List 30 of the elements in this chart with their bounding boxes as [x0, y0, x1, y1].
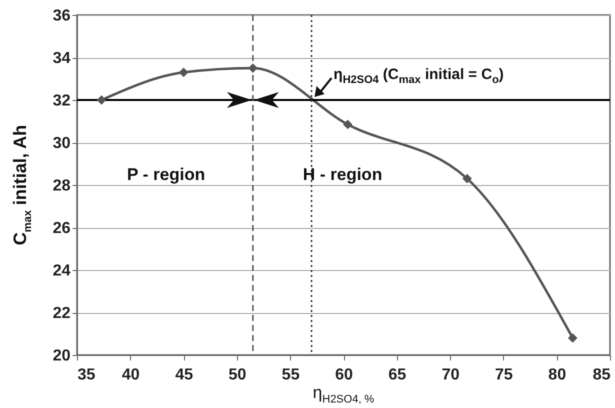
annotation: P - region: [127, 165, 206, 185]
point: [568, 333, 578, 343]
annotation: H - region: [302, 165, 382, 185]
x-tick-label: 45: [175, 366, 194, 384]
y-tick-label: 34: [52, 50, 71, 67]
x-tick-label: 65: [388, 366, 406, 384]
x-tick-label: 85: [592, 366, 611, 384]
x-tick-label: 35: [78, 366, 96, 384]
y-tick-label: 36: [52, 8, 71, 24]
x-tick-label: 50: [228, 366, 246, 384]
annotation: η$_{H2SO4}$ (C$_{max}$ initial = C$_{o}$): [334, 66, 504, 86]
x-tick-label: 40: [122, 366, 140, 384]
x-tick-label: 55: [282, 366, 300, 384]
point: [343, 120, 353, 130]
point: [178, 68, 188, 78]
x-tick-label: 75: [495, 366, 513, 384]
point: [96, 95, 106, 105]
x-axis-title: η$_{H2SO4, %}$: [312, 383, 374, 406]
point: [248, 63, 258, 73]
y-tick-label: 22: [52, 305, 71, 322]
y-tick-label: 28: [52, 178, 71, 194]
y-tick-label: 26: [52, 220, 71, 237]
x-tick-label: 80: [548, 366, 566, 384]
y-tick-label: 30: [52, 135, 71, 152]
y-tick-label: 32: [52, 92, 71, 110]
point: [462, 174, 472, 184]
x-tick-label: 60: [335, 366, 353, 384]
y-tick-label: 20: [52, 348, 71, 364]
y-tick-label: 24: [52, 262, 71, 280]
x-tick-label: 70: [442, 366, 460, 384]
